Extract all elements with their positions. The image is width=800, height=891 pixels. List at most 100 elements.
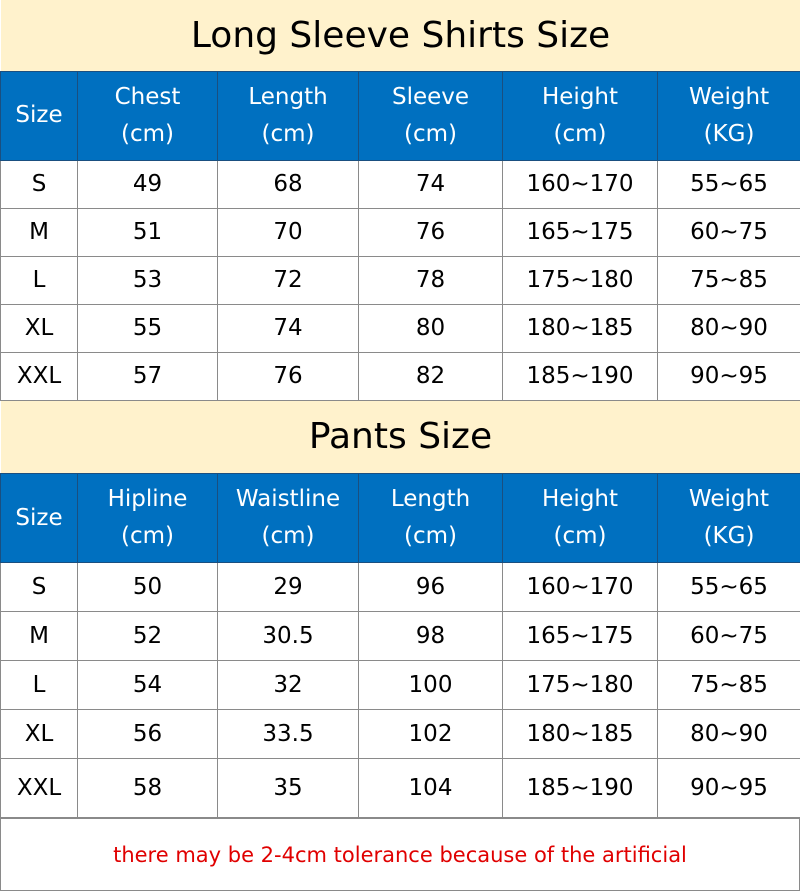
header-label: Size — [15, 505, 62, 531]
table-cell: 74 — [218, 304, 359, 352]
header-label: Chest — [115, 84, 181, 110]
tolerance-note: there may be 2-4cm tolerance because of … — [0, 818, 800, 891]
column-header: Height (cm) — [503, 71, 658, 160]
table-cell: 80~90 — [658, 710, 800, 759]
table-cell: 180~185 — [503, 304, 658, 352]
header-label: Size — [15, 102, 62, 128]
header-unit: (cm) — [262, 523, 315, 549]
header-unit: (cm) — [121, 523, 174, 549]
table-cell: 55~65 — [658, 160, 800, 208]
table-cell: 76 — [218, 352, 359, 400]
column-header: Chest (cm) — [78, 71, 218, 160]
table-cell: 53 — [78, 256, 218, 304]
table-cell: 35 — [218, 759, 359, 818]
header-unit: (KG) — [704, 121, 755, 147]
table-cell: 80 — [359, 304, 503, 352]
table-cell: 60~75 — [658, 612, 800, 661]
header-label: Weight — [689, 486, 769, 512]
table-cell: S — [1, 160, 78, 208]
table-cell: M — [1, 612, 78, 661]
table-cell: 78 — [359, 256, 503, 304]
column-header: Hipline (cm) — [78, 474, 218, 563]
header-unit: (KG) — [704, 523, 755, 549]
header-unit: (cm) — [121, 121, 174, 147]
table-cell: 52 — [78, 612, 218, 661]
table-cell: 104 — [359, 759, 503, 818]
column-header: Waistline (cm) — [218, 474, 359, 563]
header-label: Waistline — [236, 486, 340, 512]
table-cell: 96 — [359, 563, 503, 612]
header-unit: (cm) — [404, 121, 457, 147]
table-cell: S — [1, 563, 78, 612]
table-cell: XXL — [1, 352, 78, 400]
table-cell: 185~190 — [503, 759, 658, 818]
header-unit: (cm) — [262, 121, 315, 147]
table-cell: 56 — [78, 710, 218, 759]
table-cell: 70 — [218, 208, 359, 256]
table-cell: M — [1, 208, 78, 256]
header-label: Weight — [689, 84, 769, 110]
column-header: Size — [1, 474, 78, 563]
table-title: Pants Size — [1, 401, 800, 474]
header-unit: (cm) — [404, 523, 457, 549]
header-label: Sleeve — [392, 84, 469, 110]
header-label: Hipline — [108, 486, 188, 512]
table-cell: 90~95 — [658, 759, 800, 818]
table-cell: 60~75 — [658, 208, 800, 256]
table-cell: 55~65 — [658, 563, 800, 612]
column-header: Length (cm) — [218, 71, 359, 160]
table-cell: 72 — [218, 256, 359, 304]
table-cell: 80~90 — [658, 304, 800, 352]
table-cell: 75~85 — [658, 256, 800, 304]
table-cell: 90~95 — [658, 352, 800, 400]
table-cell: 185~190 — [503, 352, 658, 400]
table-title: Long Sleeve Shirts Size — [1, 0, 800, 71]
table-cell: 30.5 — [218, 612, 359, 661]
column-header: Length (cm) — [359, 474, 503, 563]
table-cell: 29 — [218, 563, 359, 612]
table-cell: 82 — [359, 352, 503, 400]
table-cell: 175~180 — [503, 256, 658, 304]
header-label: Height — [542, 486, 618, 512]
header-unit: (cm) — [554, 121, 607, 147]
table-cell: 160~170 — [503, 563, 658, 612]
column-header: Weight (KG) — [658, 474, 800, 563]
table-cell: 68 — [218, 160, 359, 208]
header-label: Length — [391, 486, 470, 512]
column-header: Size — [1, 71, 78, 160]
table-cell: 165~175 — [503, 208, 658, 256]
table-cell: 102 — [359, 710, 503, 759]
table-cell: 98 — [359, 612, 503, 661]
table-cell: 100 — [359, 661, 503, 710]
column-header: Sleeve (cm) — [359, 71, 503, 160]
table-cell: 51 — [78, 208, 218, 256]
table-cell: 57 — [78, 352, 218, 400]
table-cell: L — [1, 256, 78, 304]
column-header: Weight (KG) — [658, 71, 800, 160]
table-cell: XXL — [1, 759, 78, 818]
header-label: Height — [542, 84, 618, 110]
table-cell: 75~85 — [658, 661, 800, 710]
table-cell: L — [1, 661, 78, 710]
table-cell: 165~175 — [503, 612, 658, 661]
header-label: Length — [248, 84, 327, 110]
table-cell: 160~170 — [503, 160, 658, 208]
table-cell: 49 — [78, 160, 218, 208]
table-cell: 33.5 — [218, 710, 359, 759]
table-cell: XL — [1, 304, 78, 352]
table-cell: 58 — [78, 759, 218, 818]
column-header: Height(cm) — [503, 474, 658, 563]
table-cell: 74 — [359, 160, 503, 208]
table-cell: 180~185 — [503, 710, 658, 759]
table-cell: 32 — [218, 661, 359, 710]
